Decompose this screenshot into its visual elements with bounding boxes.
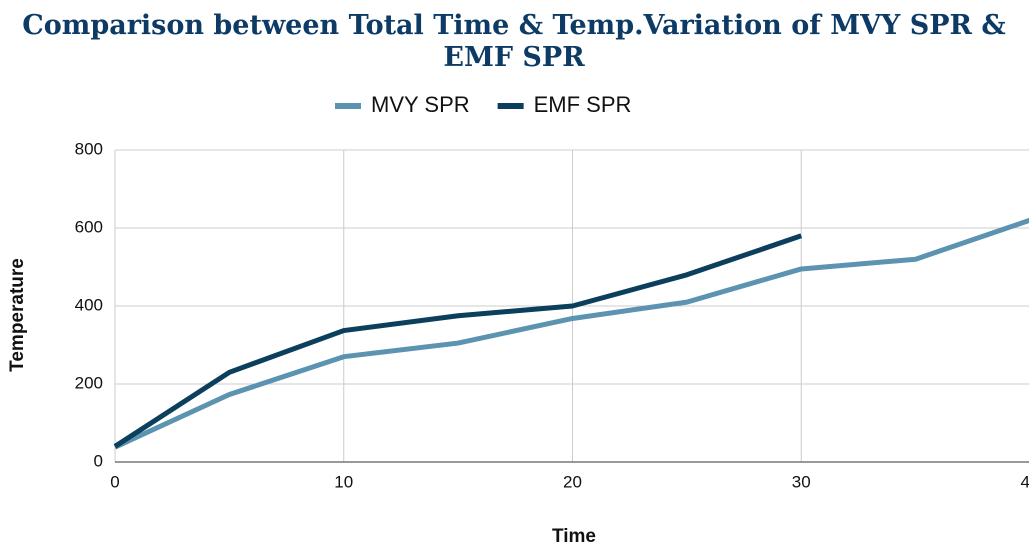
y-tick-label: 200	[75, 373, 103, 392]
chart-title: Comparison between Total Time & Temp.Var…	[22, 10, 1006, 73]
legend-label: MVY SPR	[371, 92, 470, 117]
series-line	[113, 217, 1029, 450]
y-tick-label: 800	[75, 139, 103, 158]
y-tick-label: 400	[75, 295, 103, 314]
x-axis-label: Time	[552, 526, 596, 547]
x-tick-label: 20	[563, 472, 582, 491]
x-tick-label: 30	[792, 472, 811, 491]
legend-label: EMF SPR	[534, 92, 632, 117]
y-tick-label: 0	[94, 451, 103, 470]
y-tick-label: 600	[75, 217, 103, 236]
x-tick-label: 0	[110, 472, 119, 491]
series-line	[113, 233, 803, 449]
x-tick-label: 10	[334, 472, 353, 491]
y-axis-label: Temperature	[7, 258, 28, 372]
x-tick-label: 40	[1021, 472, 1029, 491]
